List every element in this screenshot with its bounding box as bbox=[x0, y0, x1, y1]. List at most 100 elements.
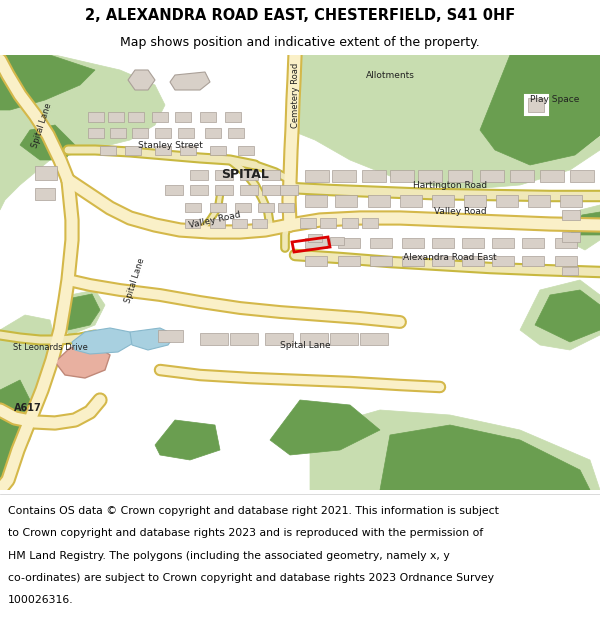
Text: Contains OS data © Crown copyright and database right 2021. This information is : Contains OS data © Crown copyright and d… bbox=[8, 506, 499, 516]
Bar bbox=[185, 219, 200, 228]
Bar bbox=[560, 195, 582, 207]
Bar bbox=[370, 256, 392, 266]
Bar bbox=[210, 146, 226, 155]
Bar bbox=[300, 333, 328, 345]
Bar bbox=[360, 333, 388, 345]
Bar bbox=[35, 188, 55, 200]
Polygon shape bbox=[60, 290, 105, 335]
Text: Play Space: Play Space bbox=[530, 96, 580, 104]
Bar bbox=[278, 203, 294, 212]
Bar bbox=[370, 238, 392, 248]
Bar bbox=[300, 218, 316, 228]
Bar bbox=[155, 146, 171, 155]
Bar bbox=[448, 170, 472, 182]
Polygon shape bbox=[0, 315, 55, 490]
Text: 2, ALEXANDRA ROAD EAST, CHESTERFIELD, S41 0HF: 2, ALEXANDRA ROAD EAST, CHESTERFIELD, S4… bbox=[85, 8, 515, 23]
Text: Hartington Road: Hartington Road bbox=[413, 181, 487, 189]
Bar bbox=[128, 112, 144, 122]
Polygon shape bbox=[0, 55, 95, 110]
Bar bbox=[335, 195, 357, 207]
Bar bbox=[432, 195, 454, 207]
Polygon shape bbox=[128, 70, 155, 90]
Bar bbox=[240, 170, 258, 180]
Bar bbox=[330, 237, 344, 245]
Bar bbox=[158, 330, 183, 342]
Bar bbox=[200, 112, 216, 122]
Text: to Crown copyright and database rights 2023 and is reproduced with the permissio: to Crown copyright and database rights 2… bbox=[8, 529, 483, 539]
Bar bbox=[562, 232, 580, 242]
Bar bbox=[262, 170, 280, 180]
Bar bbox=[228, 128, 244, 138]
Polygon shape bbox=[270, 400, 380, 455]
Bar bbox=[152, 112, 168, 122]
Bar bbox=[462, 256, 484, 266]
Bar bbox=[528, 98, 544, 112]
Text: SPITAL: SPITAL bbox=[221, 169, 269, 181]
Bar bbox=[330, 333, 358, 345]
Polygon shape bbox=[550, 95, 600, 150]
Bar bbox=[390, 170, 414, 182]
Polygon shape bbox=[525, 95, 548, 115]
Bar bbox=[240, 185, 258, 195]
Polygon shape bbox=[72, 328, 135, 354]
Text: Valley Road: Valley Road bbox=[188, 210, 242, 230]
Polygon shape bbox=[380, 425, 590, 490]
Polygon shape bbox=[290, 55, 600, 190]
Bar bbox=[110, 128, 126, 138]
Bar bbox=[400, 195, 422, 207]
Bar bbox=[338, 238, 360, 248]
Text: co-ordinates) are subject to Crown copyright and database rights 2023 Ordnance S: co-ordinates) are subject to Crown copyr… bbox=[8, 573, 494, 583]
Bar bbox=[570, 170, 594, 182]
Bar bbox=[205, 128, 221, 138]
Bar bbox=[522, 256, 544, 266]
Bar bbox=[262, 185, 280, 195]
Bar bbox=[555, 256, 577, 266]
Bar bbox=[35, 166, 57, 180]
Polygon shape bbox=[55, 345, 110, 378]
Polygon shape bbox=[520, 280, 600, 350]
Bar bbox=[496, 195, 518, 207]
Polygon shape bbox=[170, 72, 210, 90]
Bar bbox=[305, 256, 327, 266]
Bar bbox=[215, 185, 233, 195]
Bar bbox=[265, 333, 293, 345]
Text: St Leonards Drive: St Leonards Drive bbox=[13, 342, 88, 351]
Bar bbox=[210, 219, 225, 228]
Text: Alexandra Road East: Alexandra Road East bbox=[403, 254, 497, 262]
Bar bbox=[362, 170, 386, 182]
Bar bbox=[125, 146, 141, 155]
Text: Spital Lane: Spital Lane bbox=[280, 341, 331, 349]
Text: Spital Lane: Spital Lane bbox=[124, 256, 146, 304]
Bar bbox=[88, 128, 104, 138]
Bar bbox=[462, 238, 484, 248]
Bar bbox=[510, 170, 534, 182]
Bar bbox=[480, 170, 504, 182]
Text: 100026316.: 100026316. bbox=[8, 595, 73, 605]
Bar bbox=[320, 218, 336, 228]
Bar bbox=[210, 203, 226, 212]
Bar bbox=[362, 218, 378, 228]
Bar bbox=[418, 170, 442, 182]
Bar bbox=[165, 185, 183, 195]
Polygon shape bbox=[535, 290, 600, 342]
Bar bbox=[190, 170, 208, 180]
Bar bbox=[88, 112, 104, 122]
Bar bbox=[100, 146, 116, 155]
Bar bbox=[368, 195, 390, 207]
Bar bbox=[258, 203, 274, 212]
Bar bbox=[232, 219, 247, 228]
Polygon shape bbox=[0, 380, 35, 490]
Bar bbox=[225, 112, 241, 122]
Bar bbox=[432, 238, 454, 248]
Bar bbox=[132, 128, 148, 138]
Polygon shape bbox=[155, 420, 220, 460]
Bar bbox=[108, 112, 124, 122]
Bar bbox=[235, 203, 251, 212]
Bar bbox=[540, 170, 564, 182]
Text: HM Land Registry. The polygons (including the associated geometry, namely x, y: HM Land Registry. The polygons (includin… bbox=[8, 551, 449, 561]
Bar bbox=[332, 170, 356, 182]
Bar bbox=[492, 256, 514, 266]
Bar bbox=[215, 170, 233, 180]
Bar bbox=[492, 238, 514, 248]
Bar bbox=[522, 238, 544, 248]
